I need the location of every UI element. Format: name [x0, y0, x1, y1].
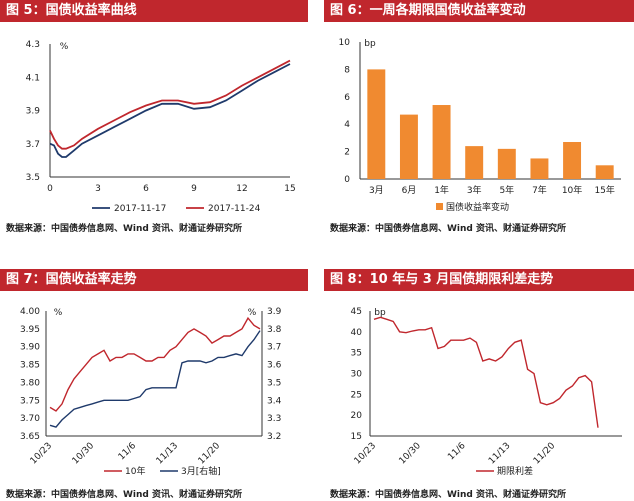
y-tick-label: 4.1	[26, 73, 40, 83]
y-tick-label-left: 3.85	[20, 361, 40, 371]
y-tick-label: 25	[351, 390, 362, 400]
y-tick-label: 3.7	[26, 140, 40, 150]
x-tick-label: 15年	[594, 184, 614, 196]
y-tick-label-right: 3.2	[267, 432, 281, 442]
chart-panel-term-spread: 图 8：10 年与 3 月国债期限利差走势 15 20 25 30 35 40 45 bp 10…	[324, 269, 634, 501]
y-tick-label-left: 3.75	[20, 396, 40, 406]
y-tick-label-left: 4.00	[20, 307, 40, 317]
source-note: 数据来源：中国债券信息网、Wind 资讯、财通证券研究所	[330, 490, 566, 500]
x-tick-label: 6	[143, 184, 149, 194]
bar-3年	[465, 146, 484, 179]
x-tick-label: 9	[191, 184, 197, 194]
chart-title: 图 8：10 年与 3 月国债期限利差走势	[324, 269, 634, 291]
series-line-2017-11-17	[49, 63, 291, 158]
y-tick-label: 2	[344, 148, 350, 158]
legend-label: 3月[右轴]	[181, 465, 221, 477]
y-tick-label-right: 3.4	[267, 396, 282, 406]
x-tick-label: 10年	[562, 184, 582, 196]
x-tick-label: 10/30	[398, 441, 424, 467]
series-line-2017-11-24	[49, 59, 291, 150]
y-axis-unit-right: %	[248, 308, 257, 318]
y-tick-label: 20	[351, 411, 363, 421]
y-tick-label-right: 3.8	[267, 325, 282, 335]
x-tick-label: 10/23	[353, 441, 378, 466]
y-tick-label: 40	[351, 328, 363, 338]
x-tick-label: 15	[284, 184, 295, 194]
source-note: 数据来源：中国债券信息网、Wind 资讯、财通证券研究所	[330, 224, 566, 234]
bar-7年	[530, 158, 549, 179]
y-tick-label: 30	[351, 370, 363, 380]
y-tick-label: 4	[344, 120, 350, 130]
x-tick-label: 0	[47, 184, 53, 194]
chart-panel-yield-curve: 图 5：国债收益率曲线 3.5 3.7 3.9 4.1 4.3% 0 3 6 9 12 15 2017…	[0, 0, 308, 235]
chart-panel-yield-trend: 图 7：国债收益率走势 3.65 3.70 3.75 3.80 3.85 3.90 3.95…	[0, 269, 308, 501]
yield-trend-chart: 3.65 3.70 3.75 3.80 3.85 3.90 3.95 4.00 3.2 3.3 3.…	[20, 307, 282, 477]
x-tick-label: 11/13	[155, 441, 180, 466]
y-axis-unit: bp	[374, 308, 386, 318]
y-tick-label: 8	[344, 65, 350, 75]
x-tick-label: 10/23	[29, 441, 54, 466]
chart-title: 图 7：国债收益率走势	[0, 269, 308, 291]
x-tick-label: 7年	[532, 184, 547, 196]
x-tick-label: 12	[236, 184, 247, 194]
legend-label: 国债收益率变动	[446, 201, 509, 213]
y-tick-label-left: 3.70	[20, 414, 40, 424]
x-tick-label: 11/13	[487, 441, 512, 466]
chart-title: 图 6：一周各期限国债收益率变动	[324, 0, 634, 22]
legend-label: 期限利差	[497, 465, 533, 477]
bar-10年	[563, 142, 582, 179]
series-line-期限利差	[373, 316, 599, 428]
x-tick-label: 6月	[402, 185, 417, 196]
y-tick-label-right: 3.3	[267, 414, 281, 424]
term-spread-chart: 15 20 25 30 35 40 45 bp 10/23 10/30 11/6 11/13 11/20…	[351, 307, 622, 477]
x-tick-label: 3	[95, 184, 101, 194]
y-tick-label-right: 3.9	[267, 307, 282, 317]
bar-15年	[595, 165, 614, 179]
y-tick-label-right: 3.7	[267, 343, 281, 353]
source-note: 数据来源：中国债券信息网、Wind 资讯、财通证券研究所	[6, 490, 242, 500]
x-tick-label: 11/20	[197, 441, 223, 467]
y-tick-label-left: 3.95	[20, 325, 40, 335]
x-tick-label: 1年	[434, 184, 449, 196]
x-tick-label: 11/20	[532, 441, 558, 467]
y-tick-label: 0	[344, 175, 350, 185]
x-tick-label: 3月	[369, 185, 384, 196]
chart-title: 图 5：国债收益率曲线	[0, 0, 308, 22]
x-tick-label: 10/30	[71, 441, 97, 467]
bar-5年	[497, 148, 516, 179]
y-tick-label: 45	[351, 307, 362, 317]
bar-1年	[432, 105, 451, 179]
chart-panel-weekly-change: 图 6：一周各期限国债收益率变动 0 2 4 6 8 10 bp 3月 6月 1年 3年 5年 7年 10…	[324, 0, 634, 235]
y-tick-label-right: 3.5	[267, 378, 281, 388]
x-tick-label: 3年	[467, 184, 482, 196]
legend-label: 2017-11-17	[114, 204, 166, 214]
y-tick-label: 6	[344, 93, 350, 103]
bar-3月	[367, 69, 386, 179]
series-line-3月[右轴]	[49, 330, 261, 428]
y-tick-label-right: 3.6	[267, 361, 282, 371]
y-axis-unit: bp	[364, 39, 376, 49]
x-tick-label: 11/6	[446, 441, 468, 463]
yield-curve-chart: 3.5 3.7 3.9 4.1 4.3 % 0 3 6 9 12 15 2017-11-17 2017-1…	[26, 40, 296, 214]
y-tick-label: 4.3	[26, 40, 40, 50]
y-tick-label: 15	[351, 432, 362, 442]
y-axis-unit: %	[60, 42, 69, 52]
source-note: 数据来源：中国债券信息网、Wind 资讯、财通证券研究所	[6, 224, 242, 234]
legend-label: 2017-11-24	[208, 204, 261, 214]
y-tick-label: 3.9	[26, 107, 41, 117]
y-tick-label-left: 3.65	[20, 432, 40, 442]
y-tick-label-left: 3.80	[20, 378, 40, 388]
x-tick-label: 5年	[499, 184, 514, 196]
series-line-10年	[49, 316, 261, 412]
legend-swatch	[436, 203, 443, 210]
y-tick-label: 3.5	[26, 173, 40, 183]
x-tick-label: 11/6	[117, 441, 139, 463]
y-axis-unit-left: %	[54, 308, 63, 318]
y-tick-label-left: 3.90	[20, 343, 40, 353]
y-tick-label: 10	[339, 38, 351, 48]
bar-6月	[399, 114, 418, 179]
y-tick-label: 35	[351, 349, 362, 359]
legend-label: 10年	[125, 465, 145, 477]
